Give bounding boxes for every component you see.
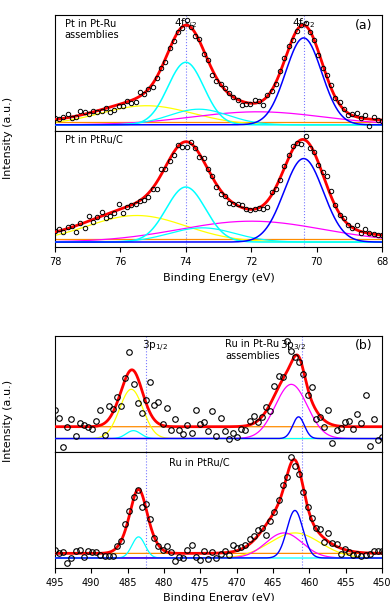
Text: (a): (a) xyxy=(355,19,372,31)
X-axis label: Binding Energy (eV): Binding Energy (eV) xyxy=(163,593,274,601)
Text: Ru in PtRu/C: Ru in PtRu/C xyxy=(169,457,230,468)
Text: Intensity (a.u.): Intensity (a.u.) xyxy=(3,380,13,462)
Text: (b): (b) xyxy=(355,339,372,352)
Text: Intensity (a.u.): Intensity (a.u.) xyxy=(3,97,13,179)
Text: 3p$_{3/2}$: 3p$_{3/2}$ xyxy=(280,339,306,354)
Text: 4f$_{5/2}$: 4f$_{5/2}$ xyxy=(174,17,197,32)
Text: Pt in Pt-Ru
assemblies: Pt in Pt-Ru assemblies xyxy=(65,19,119,40)
Text: 4f$_{7/2}$: 4f$_{7/2}$ xyxy=(292,17,315,32)
X-axis label: Binding Energy (eV): Binding Energy (eV) xyxy=(163,273,274,282)
Text: 3p$_{1/2}$: 3p$_{1/2}$ xyxy=(142,339,168,354)
Text: Pt in PtRu/C: Pt in PtRu/C xyxy=(65,135,122,145)
Text: Ru in Pt-Ru
assemblies: Ru in Pt-Ru assemblies xyxy=(225,339,280,361)
